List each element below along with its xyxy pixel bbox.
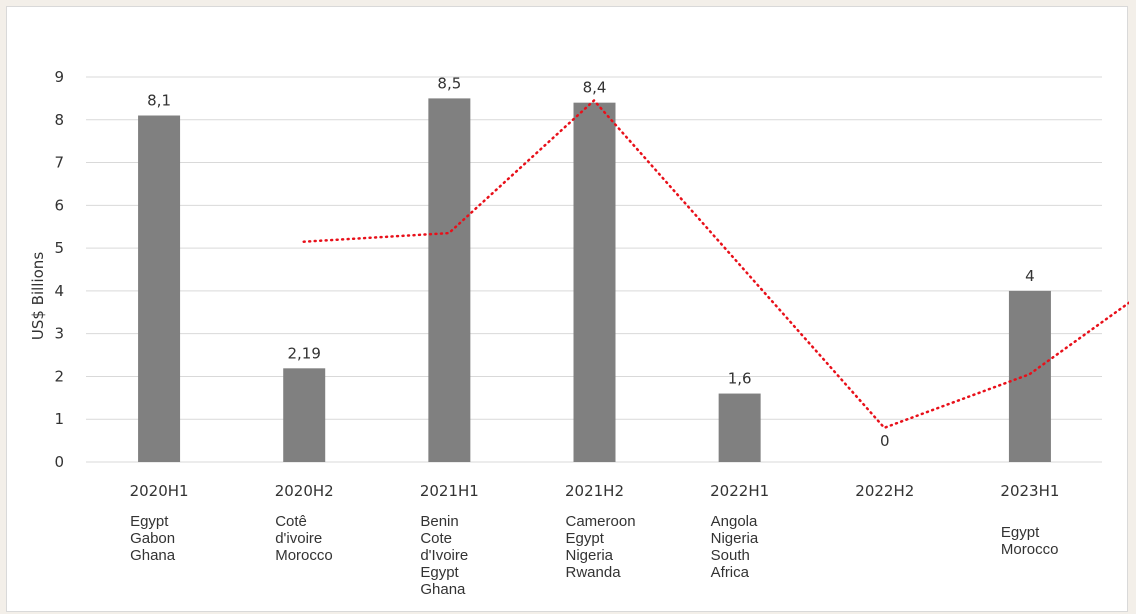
country-label: Cotê <box>275 513 307 530</box>
trendline-layer <box>302 98 1129 430</box>
bar-2021H2 <box>573 102 616 463</box>
bar-2022H1 <box>718 393 761 462</box>
data-label-2021H1: 8,5 <box>437 74 461 92</box>
country-label: d'ivoire <box>275 530 322 547</box>
category-label-2020H2: 2020H2 <box>275 482 334 500</box>
y-tick-label: 9 <box>54 68 64 86</box>
country-label: Africa <box>711 564 750 581</box>
country-label: Nigeria <box>711 530 759 547</box>
data-label-2020H1: 8,1 <box>147 92 171 110</box>
y-tick-label: 3 <box>54 325 64 343</box>
category-label-2021H1: 2021H1 <box>420 482 479 500</box>
category-label-2023H1: 2023H1 <box>1000 482 1059 500</box>
data-label-2022H1: 1,6 <box>728 370 752 388</box>
y-tick-label: 4 <box>54 282 64 300</box>
y-axis-ticks: 0 1 2 3 4 5 6 7 8 9 <box>54 68 64 471</box>
country-label: South <box>711 547 750 564</box>
data-labels: 8,1 2,19 8,5 8,4 1,6 0 4 <box>147 74 1035 450</box>
category-label-2021H2: 2021H2 <box>565 482 624 500</box>
y-tick-label: 1 <box>54 410 64 428</box>
bars <box>138 98 1051 463</box>
bar-2021H1 <box>428 98 471 462</box>
trendline <box>302 98 1129 430</box>
category-label-2020H1: 2020H1 <box>130 482 189 500</box>
y-tick-label: 5 <box>54 239 64 257</box>
x-axis-categories: 2020H1 2020H2 2021H1 2021H2 2022H1 2022H2 2023… <box>130 482 1060 500</box>
y-tick-label: 6 <box>54 196 64 214</box>
country-label: Gabon <box>130 530 175 547</box>
data-label-2022H2: 0 <box>880 432 890 450</box>
bar-2020H2 <box>283 368 326 462</box>
bar-2023H1 <box>1008 290 1051 462</box>
country-label: Cote <box>420 530 452 547</box>
country-label: Morocco <box>275 547 333 564</box>
country-label: Angola <box>711 513 758 530</box>
y-tick-label: 2 <box>54 367 64 385</box>
country-label: Cameroon <box>566 513 636 530</box>
data-label-2020H2: 2,19 <box>288 344 321 362</box>
y-axis-title: US$ Billions <box>29 252 47 340</box>
category-label-2022H1: 2022H1 <box>710 482 769 500</box>
data-label-2021H2: 8,4 <box>583 79 607 97</box>
country-label: Nigeria <box>566 547 614 564</box>
y-tick-label: 8 <box>54 111 64 129</box>
y-tick-label: 7 <box>54 154 64 172</box>
country-label: Ghana <box>420 581 466 598</box>
bar-2020H1 <box>138 115 181 462</box>
category-label-2022H2: 2022H2 <box>855 482 914 500</box>
country-labels: EgyptGabonGhanaCotêd'ivoireMoroccoBeninC… <box>130 513 1058 598</box>
country-label: d'Ivoire <box>420 547 468 564</box>
country-label: Egypt <box>1001 524 1040 541</box>
y-tick-label: 0 <box>54 453 64 471</box>
country-label: Egypt <box>566 530 605 547</box>
data-label-2023H1: 4 <box>1025 267 1035 285</box>
country-label: Egypt <box>420 564 459 581</box>
country-label: Ghana <box>130 547 176 564</box>
country-label: Egypt <box>130 513 169 530</box>
chart-svg: 0 1 2 3 4 5 6 7 8 9 2020H1 2020H2 2021H1 2021H2 2022H… <box>29 68 1129 598</box>
country-label: Rwanda <box>566 564 622 581</box>
chart-frame: 0 1 2 3 4 5 6 7 8 9 2020H1 2020H2 2021H1 2021H2 2022H… <box>6 6 1129 612</box>
country-label: Morocco <box>1001 541 1059 558</box>
country-label: Benin <box>420 513 458 530</box>
